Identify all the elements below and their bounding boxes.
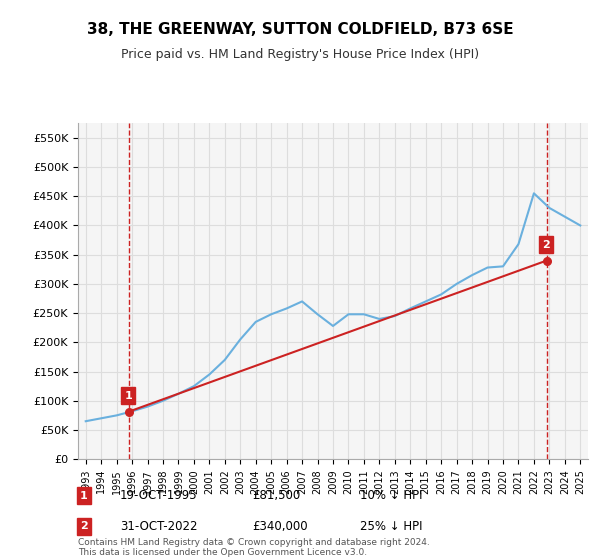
Text: 1: 1 xyxy=(80,491,88,501)
Text: 38, THE GREENWAY, SUTTON COLDFIELD, B73 6SE: 38, THE GREENWAY, SUTTON COLDFIELD, B73 … xyxy=(86,22,514,38)
Text: Price paid vs. HM Land Registry's House Price Index (HPI): Price paid vs. HM Land Registry's House … xyxy=(121,48,479,60)
Text: 25% ↓ HPI: 25% ↓ HPI xyxy=(360,520,422,533)
Text: Contains HM Land Registry data © Crown copyright and database right 2024.
This d: Contains HM Land Registry data © Crown c… xyxy=(78,538,430,557)
Text: 10% ↓ HPI: 10% ↓ HPI xyxy=(360,489,422,502)
Text: £340,000: £340,000 xyxy=(252,520,308,533)
Point xyxy=(542,256,551,265)
Text: 2: 2 xyxy=(542,240,550,250)
Text: 1: 1 xyxy=(124,391,132,401)
Text: 19-OCT-1995: 19-OCT-1995 xyxy=(120,489,197,502)
Text: £81,500: £81,500 xyxy=(252,489,300,502)
Text: 2: 2 xyxy=(80,521,88,531)
Point xyxy=(124,407,134,416)
Text: 31-OCT-2022: 31-OCT-2022 xyxy=(120,520,197,533)
